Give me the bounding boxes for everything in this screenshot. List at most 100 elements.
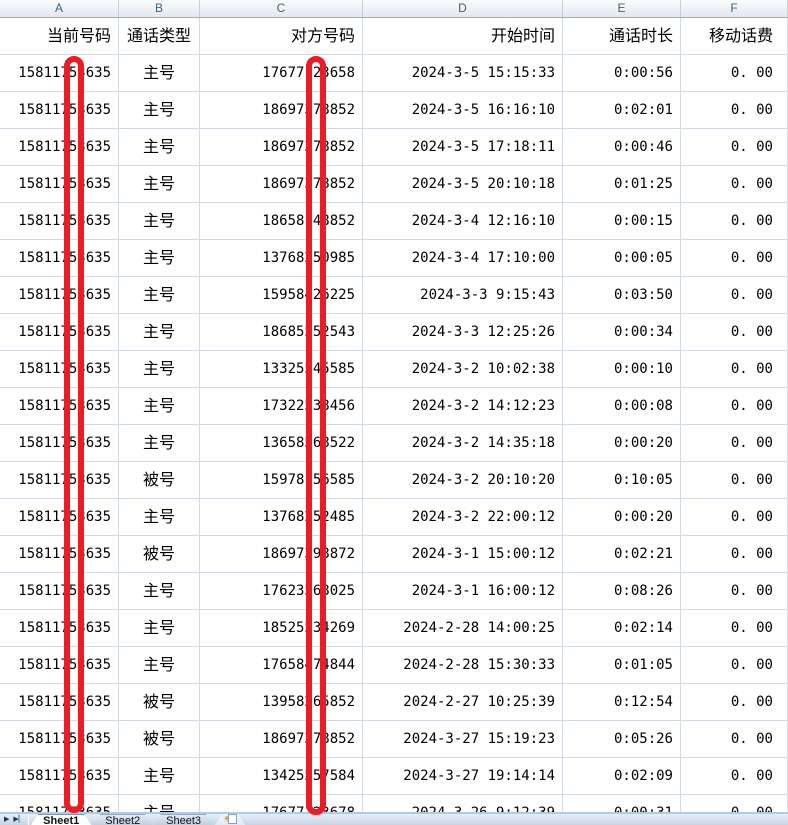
cell-start-time[interactable]: 2024-3-2 10:02:38: [363, 351, 563, 387]
cell-fee[interactable]: 0. 00: [681, 129, 788, 165]
cell-fee[interactable]: 0. 00: [681, 647, 788, 683]
cell-other-number[interactable]: 13325545585: [200, 351, 363, 387]
next-sheet-icon[interactable]: ▶: [4, 816, 10, 823]
cell-other-number[interactable]: 18697378852: [200, 92, 363, 128]
cell-current-number[interactable]: 15811753635: [0, 129, 119, 165]
cell-fee[interactable]: 0. 00: [681, 314, 788, 350]
cell-current-number[interactable]: 15811753635: [0, 425, 119, 461]
cell-fee[interactable]: 0. 00: [681, 240, 788, 276]
cell-call-type[interactable]: 主号: [119, 203, 200, 239]
cell-other-number[interactable]: 13768250985: [200, 240, 363, 276]
cell-other-number[interactable]: 17623568025: [200, 573, 363, 609]
cell-other-number[interactable]: 15978156585: [200, 462, 363, 498]
cell-call-type[interactable]: 主号: [119, 573, 200, 609]
cell-start-time[interactable]: 2024-3-2 14:35:18: [363, 425, 563, 461]
cell-call-type[interactable]: 主号: [119, 647, 200, 683]
cell-start-time[interactable]: 2024-3-1 16:00:12: [363, 573, 563, 609]
cell-duration[interactable]: 0:00:10: [563, 351, 681, 387]
field-header-other-number[interactable]: 对方号码: [200, 18, 363, 54]
cell-duration[interactable]: 0:02:21: [563, 536, 681, 572]
cell-current-number[interactable]: 15811753635: [0, 92, 119, 128]
cell-duration[interactable]: 0:00:20: [563, 499, 681, 535]
cell-start-time[interactable]: 2024-3-2 14:12:23: [363, 388, 563, 424]
cell-other-number[interactable]: 18697378852: [200, 129, 363, 165]
cell-duration[interactable]: 0:01:05: [563, 647, 681, 683]
cell-duration[interactable]: 0:05:26: [563, 721, 681, 757]
cell-current-number[interactable]: 15811753635: [0, 314, 119, 350]
field-header-fee[interactable]: 移动话费: [681, 18, 788, 54]
cell-start-time[interactable]: 2024-3-5 17:18:11: [363, 129, 563, 165]
cell-other-number[interactable]: 13958265852: [200, 684, 363, 720]
cell-call-type[interactable]: 主号: [119, 499, 200, 535]
sheet-tab-sheet2[interactable]: Sheet2: [93, 814, 152, 825]
cell-other-number[interactable]: 18697378852: [200, 721, 363, 757]
cell-current-number[interactable]: 15811753635: [0, 684, 119, 720]
cell-start-time[interactable]: 2024-2-28 14:00:25: [363, 610, 563, 646]
cell-current-number[interactable]: 15811753635: [0, 610, 119, 646]
cell-call-type[interactable]: 主号: [119, 240, 200, 276]
cell-call-type[interactable]: 被号: [119, 462, 200, 498]
cell-duration[interactable]: 0:03:50: [563, 277, 681, 313]
cell-fee[interactable]: 0. 00: [681, 425, 788, 461]
cell-other-number[interactable]: 18658148852: [200, 203, 363, 239]
cell-call-type[interactable]: 主号: [119, 277, 200, 313]
cell-fee[interactable]: 0. 00: [681, 573, 788, 609]
cell-start-time[interactable]: 2024-2-28 15:30:33: [363, 647, 563, 683]
cell-current-number[interactable]: 15811753635: [0, 462, 119, 498]
cell-other-number[interactable]: 18697378852: [200, 166, 363, 202]
cell-fee[interactable]: 0. 00: [681, 203, 788, 239]
cell-duration[interactable]: 0:00:05: [563, 240, 681, 276]
cell-current-number[interactable]: 15811753635: [0, 388, 119, 424]
cell-current-number[interactable]: 15811753635: [0, 166, 119, 202]
cell-other-number[interactable]: 18697398872: [200, 536, 363, 572]
cell-duration[interactable]: 0:01:25: [563, 166, 681, 202]
field-header-current-number[interactable]: 当前号码: [0, 18, 119, 54]
cell-fee[interactable]: 0. 00: [681, 351, 788, 387]
cell-current-number[interactable]: 15811753635: [0, 499, 119, 535]
cell-current-number[interactable]: 15811753635: [0, 536, 119, 572]
cell-current-number[interactable]: 15811753635: [0, 55, 119, 91]
sheet-tab-sheet3[interactable]: Sheet3: [154, 814, 213, 825]
cell-call-type[interactable]: 主号: [119, 388, 200, 424]
insert-worksheet-button[interactable]: ✷: [215, 814, 245, 825]
cell-fee[interactable]: 0. 00: [681, 462, 788, 498]
cell-fee[interactable]: 0. 00: [681, 388, 788, 424]
cell-call-type[interactable]: 主号: [119, 55, 200, 91]
cell-other-number[interactable]: 17677123658: [200, 55, 363, 91]
cell-other-number[interactable]: 18685552543: [200, 314, 363, 350]
cell-start-time[interactable]: 2024-3-2 20:10:20: [363, 462, 563, 498]
cell-fee[interactable]: 0. 00: [681, 536, 788, 572]
cell-start-time[interactable]: 2024-3-5 16:16:10: [363, 92, 563, 128]
cell-current-number[interactable]: 15811753635: [0, 203, 119, 239]
cell-other-number[interactable]: 15958426225: [200, 277, 363, 313]
cell-fee[interactable]: 0. 00: [681, 166, 788, 202]
column-header-e[interactable]: E: [563, 0, 681, 17]
cell-start-time[interactable]: 2024-2-27 10:25:39: [363, 684, 563, 720]
cell-fee[interactable]: 0. 00: [681, 277, 788, 313]
cell-call-type[interactable]: 被号: [119, 684, 200, 720]
cell-start-time[interactable]: 2024-3-4 12:16:10: [363, 203, 563, 239]
cell-start-time[interactable]: 2024-3-3 12:25:26: [363, 314, 563, 350]
cell-fee[interactable]: 0. 00: [681, 610, 788, 646]
cell-start-time[interactable]: 2024-3-5 15:15:33: [363, 55, 563, 91]
cell-current-number[interactable]: 15811753635: [0, 240, 119, 276]
field-header-start-time[interactable]: 开始时间: [363, 18, 563, 54]
cell-call-type[interactable]: 主号: [119, 425, 200, 461]
cell-fee[interactable]: 0. 00: [681, 758, 788, 794]
field-header-duration[interactable]: 通话时长: [563, 18, 681, 54]
cell-other-number[interactable]: 17322538456: [200, 388, 363, 424]
cell-duration[interactable]: 0:00:20: [563, 425, 681, 461]
cell-start-time[interactable]: 2024-3-4 17:10:00: [363, 240, 563, 276]
cell-other-number[interactable]: 13658568522: [200, 425, 363, 461]
cell-duration[interactable]: 0:00:56: [563, 55, 681, 91]
column-header-d[interactable]: D: [363, 0, 563, 17]
cell-start-time[interactable]: 2024-3-27 19:14:14: [363, 758, 563, 794]
cell-current-number[interactable]: 15811753635: [0, 351, 119, 387]
cell-other-number[interactable]: 17658474844: [200, 647, 363, 683]
cell-call-type[interactable]: 主号: [119, 758, 200, 794]
last-sheet-icon[interactable]: ▶▏: [13, 816, 25, 823]
cell-duration[interactable]: 0:00:34: [563, 314, 681, 350]
cell-current-number[interactable]: 15811753635: [0, 758, 119, 794]
cell-call-type[interactable]: 主号: [119, 314, 200, 350]
cell-duration[interactable]: 0:02:14: [563, 610, 681, 646]
